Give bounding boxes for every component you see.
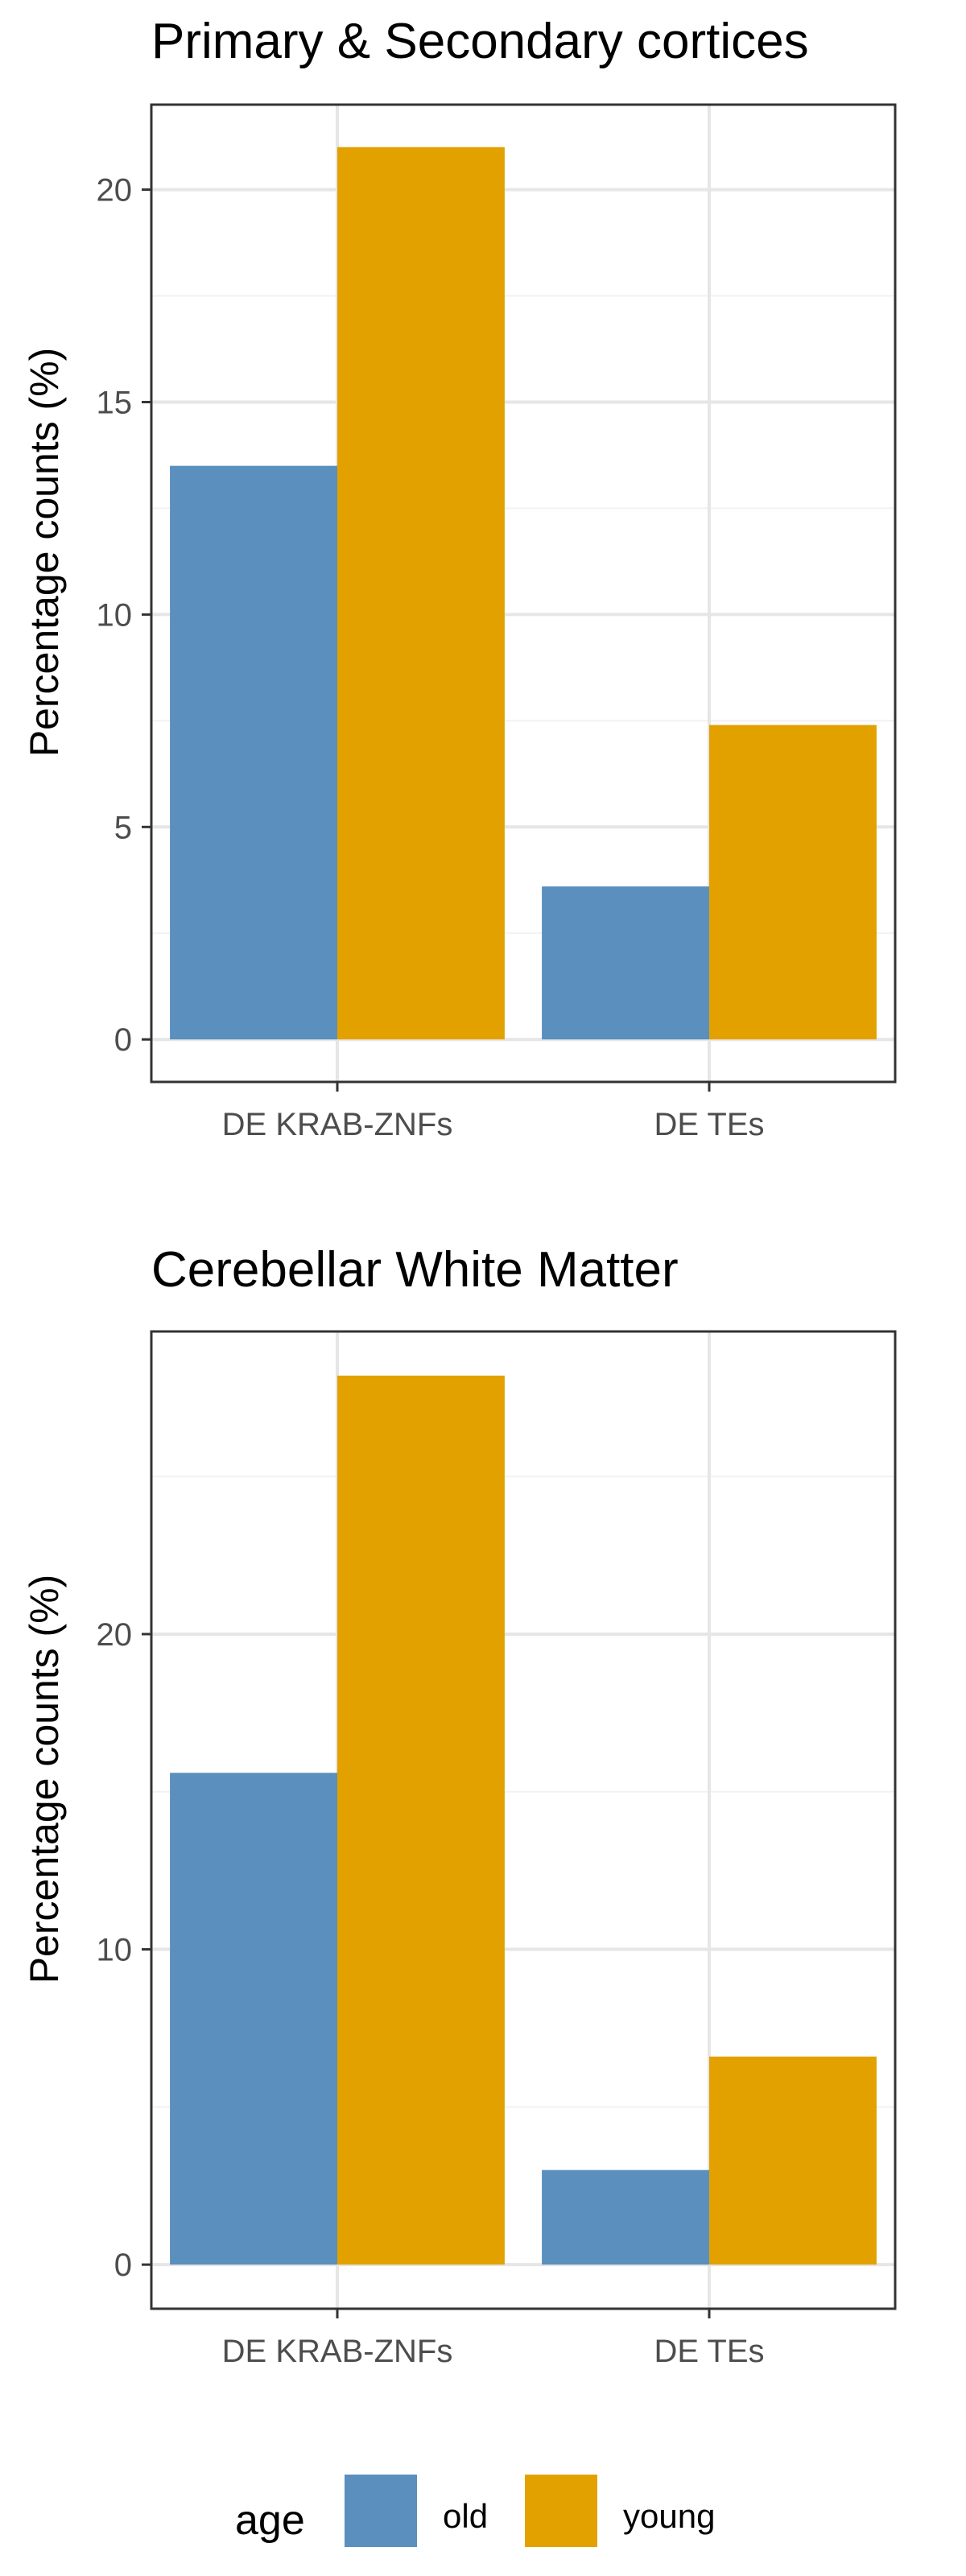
bar-old-1 xyxy=(542,886,709,1040)
y-tick-label: 20 xyxy=(97,173,133,208)
legend-label-young: young xyxy=(623,2497,715,2535)
y-tick-label: 5 xyxy=(114,810,132,845)
bar-old-0 xyxy=(170,465,337,1040)
panel-border xyxy=(150,1330,897,2310)
chart-title: Cerebellar White Matter xyxy=(151,1242,679,1298)
y-axis-label: Percentage counts (%) xyxy=(22,348,67,758)
legend-label-old: old xyxy=(443,2497,488,2535)
bar-young-0 xyxy=(337,1375,505,2265)
y-tick-label: 0 xyxy=(114,2248,132,2283)
legend-title: age xyxy=(235,2497,305,2544)
y-tick-label: 10 xyxy=(97,1933,133,1968)
x-tick-label: DE KRAB-ZNFs xyxy=(222,2334,453,2369)
x-tick-label: DE KRAB-ZNFs xyxy=(222,1107,453,1142)
bar-young-1 xyxy=(709,724,877,1040)
legend-key-young xyxy=(525,2475,597,2547)
bar-old-0 xyxy=(170,1773,337,2265)
plot-area: 0 5 10 15 20 DE KRAB-ZNFs DE TEs xyxy=(97,103,897,1142)
y-tick-label: 15 xyxy=(97,385,133,420)
chart-panel-cerebellar-white-matter: Cerebellar White Matter Percentage count… xyxy=(22,1242,897,2369)
y-axis-label: Percentage counts (%) xyxy=(22,1575,67,1984)
legend: age old young xyxy=(235,2475,715,2547)
chart-panel-primary-secondary: Primary & Secondary cortices Percentage … xyxy=(22,14,897,1142)
y-tick-label: 10 xyxy=(97,597,133,633)
chart-title: Primary & Secondary cortices xyxy=(151,14,809,69)
bar-young-1 xyxy=(709,2056,877,2265)
y-tick-label: 20 xyxy=(97,1617,133,1653)
legend-key-old xyxy=(345,2475,417,2547)
x-tick-label: DE TEs xyxy=(654,2334,764,2369)
y-tick-label: 0 xyxy=(114,1022,132,1058)
x-tick-label: DE TEs xyxy=(654,1107,764,1142)
bar-young-0 xyxy=(337,147,505,1040)
bar-old-1 xyxy=(542,2169,709,2265)
panel-border xyxy=(150,103,897,1084)
plot-area: 0 10 20 DE KRAB-ZNFs DE TEs xyxy=(97,1330,897,2369)
